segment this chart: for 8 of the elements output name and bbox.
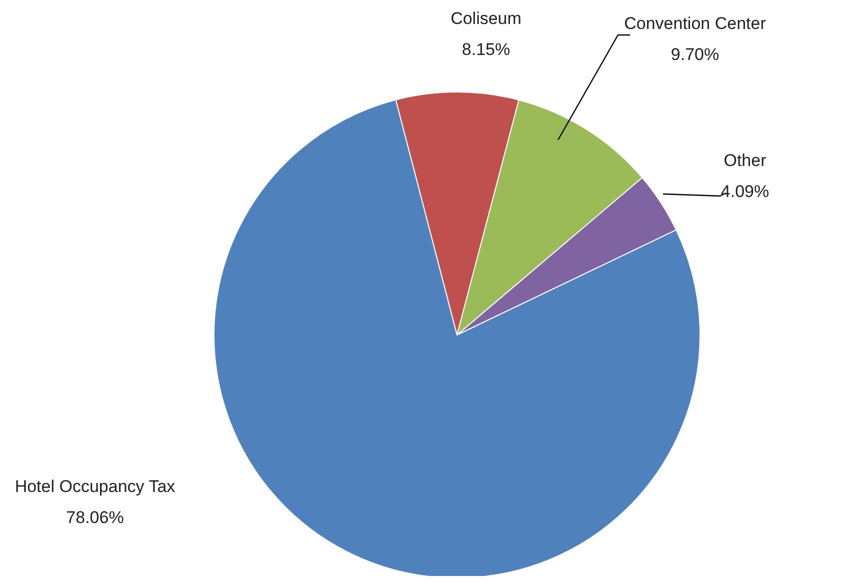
data-label: 78.06% [66, 508, 124, 527]
data-label: 8.15% [462, 40, 510, 59]
slice-label: Other [724, 151, 767, 170]
slice-label: Convention Center [624, 14, 766, 33]
slice-label: Hotel Occupancy Tax [14, 477, 176, 496]
slice-label: Coliseum [450, 9, 522, 28]
data-label: 9.70% [670, 45, 720, 64]
data-label: 4.09% [720, 182, 770, 201]
